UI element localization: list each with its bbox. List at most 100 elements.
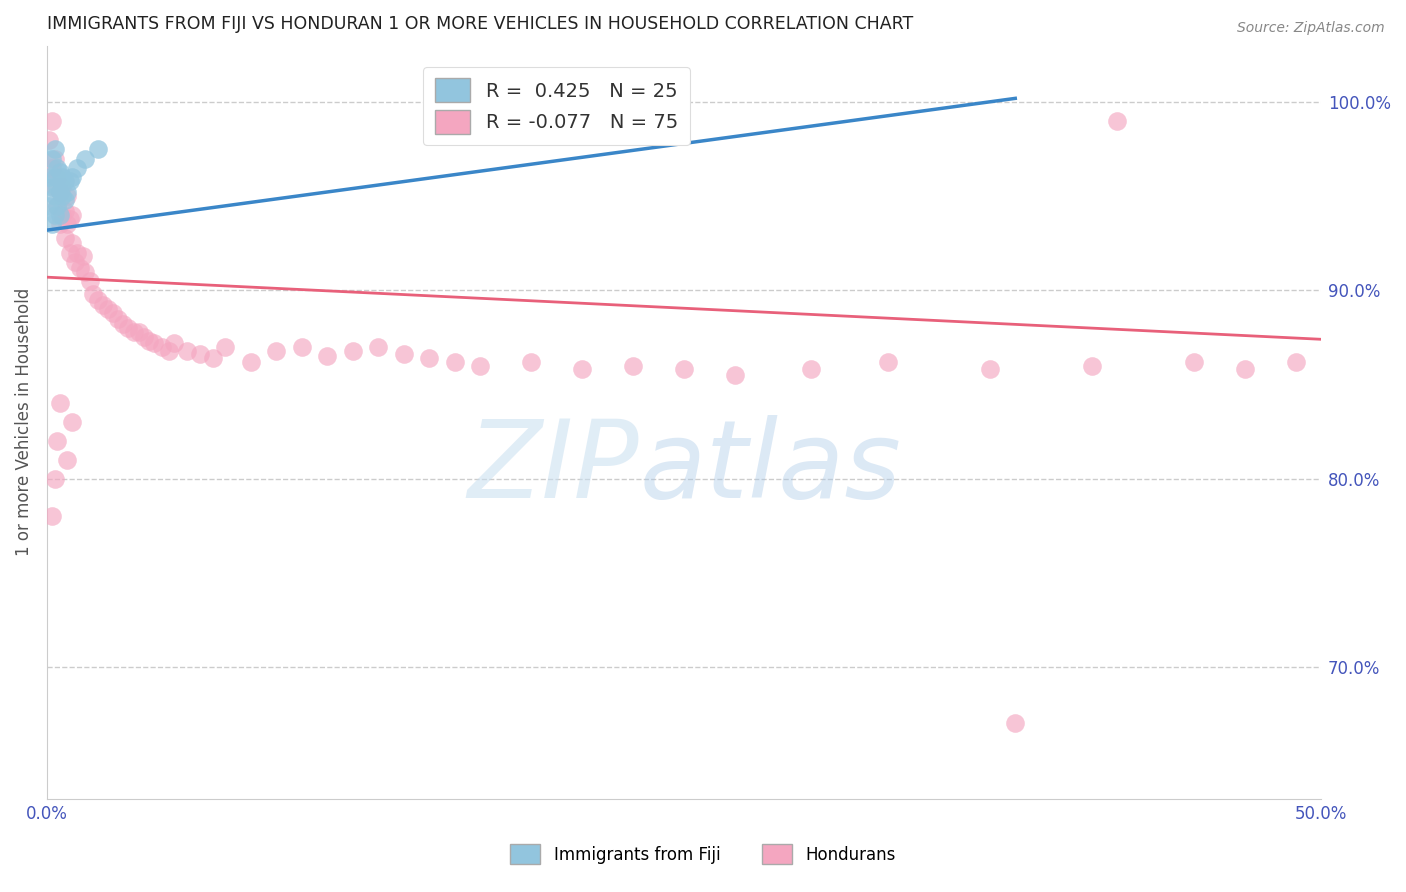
Point xyxy=(66,161,89,175)
Legend: Immigrants from Fiji, Hondurans: Immigrants from Fiji, Hondurans xyxy=(503,838,903,871)
Point xyxy=(44,170,66,185)
Point xyxy=(75,152,97,166)
Point xyxy=(1182,355,1205,369)
Point xyxy=(48,165,70,179)
Point xyxy=(157,343,180,358)
Point xyxy=(97,302,120,317)
Point xyxy=(59,211,82,226)
Point xyxy=(60,415,83,429)
Point xyxy=(520,355,543,369)
Point xyxy=(101,306,124,320)
Point xyxy=(188,347,211,361)
Point xyxy=(46,199,69,213)
Point xyxy=(41,179,63,194)
Point xyxy=(60,208,83,222)
Point xyxy=(38,133,60,147)
Point xyxy=(443,355,465,369)
Point xyxy=(44,208,66,222)
Point xyxy=(201,351,224,365)
Point xyxy=(44,152,66,166)
Point xyxy=(107,311,129,326)
Point xyxy=(46,170,69,185)
Point xyxy=(316,349,339,363)
Point xyxy=(46,434,69,448)
Point xyxy=(117,321,139,335)
Point xyxy=(46,179,69,194)
Point xyxy=(239,355,262,369)
Point xyxy=(59,174,82,188)
Point xyxy=(51,179,73,194)
Point xyxy=(56,189,79,203)
Point xyxy=(1080,359,1102,373)
Point xyxy=(672,362,695,376)
Point xyxy=(342,343,364,358)
Point xyxy=(41,218,63,232)
Point xyxy=(264,343,287,358)
Point xyxy=(1233,362,1256,376)
Text: IMMIGRANTS FROM FIJI VS HONDURAN 1 OR MORE VEHICLES IN HOUSEHOLD CORRELATION CHA: IMMIGRANTS FROM FIJI VS HONDURAN 1 OR MO… xyxy=(46,15,912,33)
Point xyxy=(72,250,94,264)
Point xyxy=(41,114,63,128)
Point xyxy=(800,362,823,376)
Point xyxy=(112,317,135,331)
Point xyxy=(48,186,70,200)
Point xyxy=(44,142,66,156)
Point xyxy=(621,359,644,373)
Point xyxy=(367,340,389,354)
Point xyxy=(56,452,79,467)
Point xyxy=(75,264,97,278)
Point xyxy=(46,161,69,175)
Point xyxy=(163,336,186,351)
Point xyxy=(51,170,73,185)
Legend: R =  0.425   N = 25, R = -0.077   N = 75: R = 0.425 N = 25, R = -0.077 N = 75 xyxy=(423,67,689,145)
Y-axis label: 1 or more Vehicles in Household: 1 or more Vehicles in Household xyxy=(15,288,32,557)
Point xyxy=(53,174,76,188)
Point xyxy=(82,287,104,301)
Point xyxy=(48,208,70,222)
Point xyxy=(418,351,440,365)
Point xyxy=(44,472,66,486)
Point xyxy=(132,330,155,344)
Text: Source: ZipAtlas.com: Source: ZipAtlas.com xyxy=(1237,21,1385,35)
Point xyxy=(91,298,114,312)
Point xyxy=(48,396,70,410)
Point xyxy=(48,186,70,200)
Point xyxy=(876,355,898,369)
Point xyxy=(46,199,69,213)
Point xyxy=(53,230,76,244)
Point xyxy=(176,343,198,358)
Point xyxy=(724,368,747,382)
Point xyxy=(150,340,173,354)
Point xyxy=(1107,114,1129,128)
Point xyxy=(69,260,91,275)
Point xyxy=(41,509,63,524)
Point xyxy=(87,293,110,307)
Point xyxy=(79,274,101,288)
Point xyxy=(142,336,165,351)
Point xyxy=(51,189,73,203)
Point xyxy=(571,362,593,376)
Point xyxy=(128,325,150,339)
Point xyxy=(56,186,79,200)
Point xyxy=(56,218,79,232)
Point xyxy=(392,347,415,361)
Point xyxy=(1004,716,1026,731)
Point xyxy=(87,142,110,156)
Point xyxy=(51,208,73,222)
Point xyxy=(41,161,63,175)
Point xyxy=(53,193,76,207)
Point xyxy=(122,325,145,339)
Point xyxy=(41,152,63,166)
Text: atlas: atlas xyxy=(640,415,901,520)
Point xyxy=(138,334,160,348)
Point xyxy=(63,255,86,269)
Point xyxy=(59,245,82,260)
Point xyxy=(53,204,76,219)
Point xyxy=(291,340,314,354)
Point xyxy=(38,199,60,213)
Point xyxy=(214,340,236,354)
Point xyxy=(66,245,89,260)
Point xyxy=(44,189,66,203)
Point xyxy=(48,218,70,232)
Point xyxy=(60,170,83,185)
